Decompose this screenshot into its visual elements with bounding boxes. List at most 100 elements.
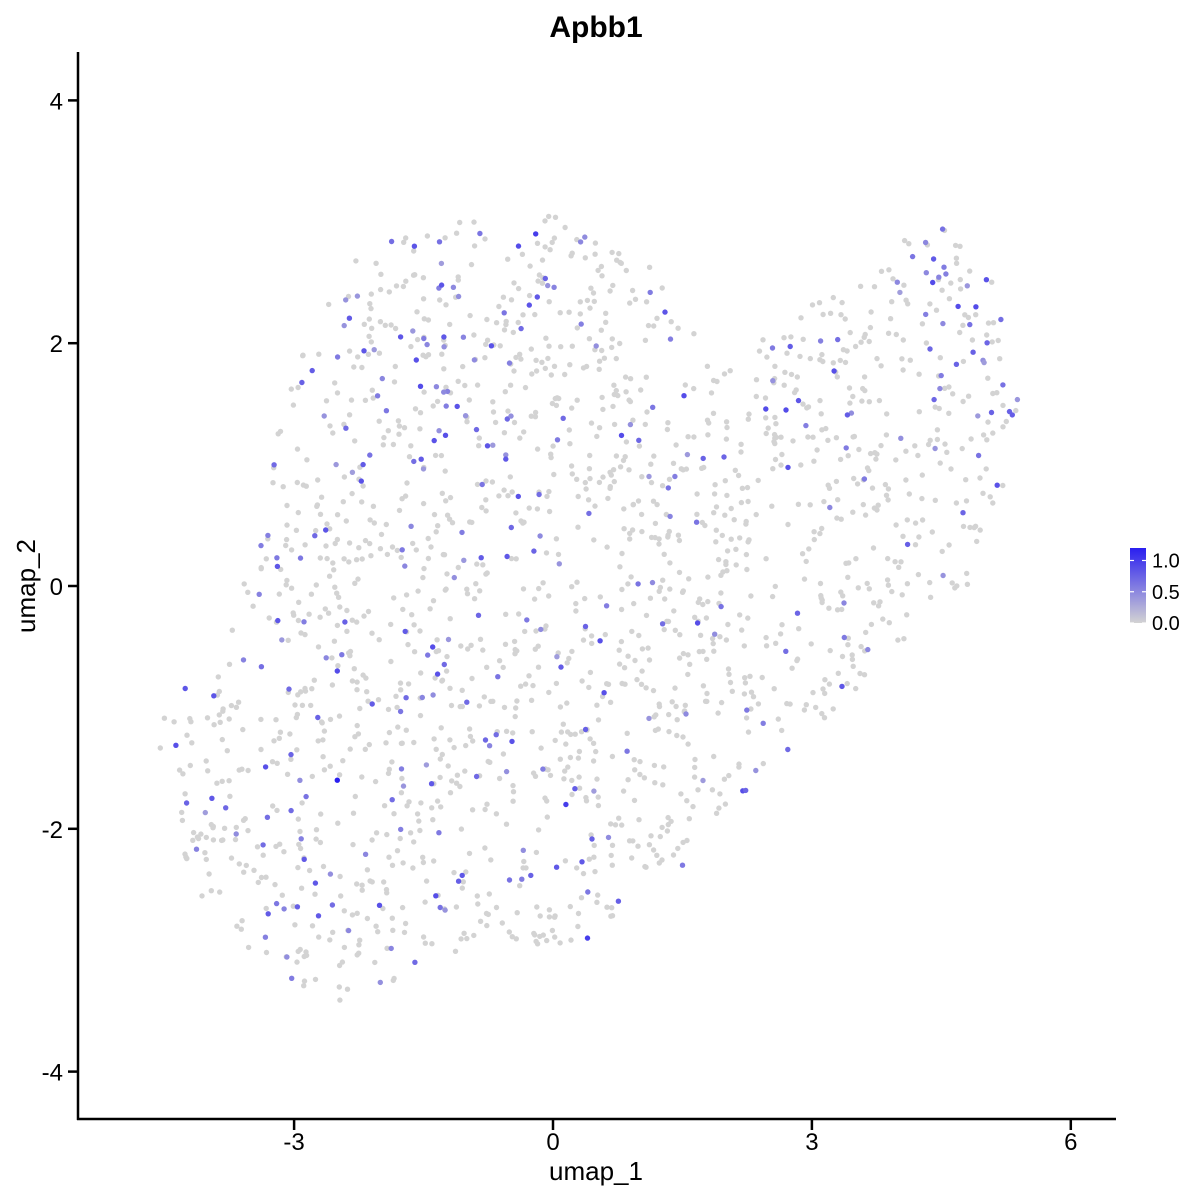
cell-point bbox=[294, 446, 301, 452]
cell-point bbox=[422, 899, 428, 905]
cell-point bbox=[204, 715, 211, 721]
expressing-cell-point bbox=[577, 239, 584, 245]
cell-point bbox=[349, 678, 356, 684]
cell-point bbox=[364, 915, 371, 922]
cell-point bbox=[301, 978, 308, 984]
cell-point bbox=[729, 688, 735, 694]
cell-point bbox=[203, 856, 209, 863]
expressing-cell-point bbox=[894, 279, 900, 285]
cell-point bbox=[563, 741, 569, 747]
expressing-cell-point bbox=[297, 777, 303, 783]
expressing-cell-point bbox=[560, 415, 566, 421]
cell-point bbox=[1003, 418, 1009, 425]
cell-point bbox=[309, 686, 315, 692]
cell-point bbox=[850, 393, 856, 400]
cell-point bbox=[210, 837, 217, 843]
expressing-cell-point bbox=[898, 435, 904, 441]
cell-point bbox=[447, 685, 453, 691]
cell-point bbox=[574, 579, 580, 585]
cell-point bbox=[384, 551, 391, 558]
cell-point bbox=[352, 580, 358, 586]
cell-point bbox=[433, 648, 439, 655]
expressing-cell-point bbox=[769, 345, 776, 351]
cell-point bbox=[510, 782, 516, 789]
cell-point bbox=[939, 548, 945, 555]
cell-point bbox=[598, 263, 605, 270]
cell-point bbox=[477, 636, 484, 642]
cell-point bbox=[819, 351, 825, 358]
cell-point bbox=[973, 312, 979, 318]
cell-point bbox=[502, 641, 509, 647]
cell-point bbox=[990, 320, 997, 326]
cell-point bbox=[501, 327, 508, 333]
cell-point bbox=[321, 728, 328, 734]
expressing-cell-point bbox=[459, 529, 465, 536]
cell-point bbox=[546, 689, 552, 696]
cell-point bbox=[458, 936, 464, 942]
cell-point bbox=[592, 240, 599, 246]
expressing-cell-point bbox=[553, 864, 560, 870]
cell-point bbox=[542, 244, 548, 250]
cell-point bbox=[364, 689, 370, 695]
cell-point bbox=[647, 595, 654, 601]
expressing-cell-point bbox=[503, 452, 509, 458]
cell-point bbox=[420, 859, 427, 866]
cell-point bbox=[377, 286, 384, 293]
cell-point bbox=[661, 626, 667, 633]
cell-point bbox=[641, 775, 648, 781]
cell-point bbox=[341, 474, 348, 480]
cell-point bbox=[579, 678, 585, 684]
cell-point bbox=[984, 332, 990, 338]
x-axis-title: umap_1 bbox=[549, 1156, 643, 1186]
expressing-cell-point bbox=[554, 437, 561, 443]
cell-point bbox=[591, 842, 597, 849]
cell-point bbox=[650, 687, 657, 694]
cell-point bbox=[548, 451, 554, 457]
cell-point bbox=[745, 539, 751, 545]
expressing-cell-point bbox=[667, 513, 673, 520]
expressing-cell-point bbox=[683, 711, 689, 717]
expressing-cell-point bbox=[294, 904, 301, 910]
cell-point bbox=[997, 356, 1003, 362]
cell-point bbox=[632, 296, 639, 302]
cell-point bbox=[562, 371, 568, 378]
cell-point bbox=[323, 398, 330, 404]
cell-point bbox=[416, 818, 422, 824]
cell-point bbox=[737, 535, 743, 541]
expressing-cell-point bbox=[379, 375, 385, 382]
cell-point bbox=[486, 891, 492, 897]
cell-point bbox=[189, 740, 195, 746]
cell-point bbox=[543, 335, 549, 341]
expressing-cell-point bbox=[843, 445, 849, 451]
cell-point bbox=[741, 691, 748, 697]
cell-point bbox=[822, 690, 828, 697]
cell-point bbox=[290, 903, 296, 909]
expressing-cell-point bbox=[436, 239, 443, 245]
cell-point bbox=[187, 762, 193, 769]
cell-point bbox=[258, 716, 264, 723]
cell-point bbox=[772, 414, 778, 421]
cell-point bbox=[927, 437, 933, 443]
cell-point bbox=[778, 462, 784, 468]
cell-point bbox=[773, 421, 779, 427]
cell-point bbox=[874, 451, 880, 457]
cell-point bbox=[995, 337, 1001, 344]
cell-point bbox=[903, 477, 909, 483]
cell-point bbox=[245, 827, 251, 834]
expressing-cell-point bbox=[301, 619, 307, 625]
cell-point bbox=[534, 240, 541, 246]
cell-point bbox=[827, 647, 833, 654]
cell-point bbox=[553, 680, 560, 687]
cell-point bbox=[578, 895, 585, 901]
cell-point bbox=[985, 375, 991, 381]
cell-point bbox=[351, 364, 357, 370]
expressing-cell-point bbox=[803, 422, 809, 429]
cell-point bbox=[435, 523, 441, 529]
cell-point bbox=[603, 319, 609, 325]
cell-point bbox=[288, 547, 295, 553]
cell-point bbox=[205, 768, 211, 774]
expressing-cell-point bbox=[835, 336, 841, 343]
cell-point bbox=[274, 807, 280, 814]
expressing-cell-point bbox=[937, 385, 943, 392]
